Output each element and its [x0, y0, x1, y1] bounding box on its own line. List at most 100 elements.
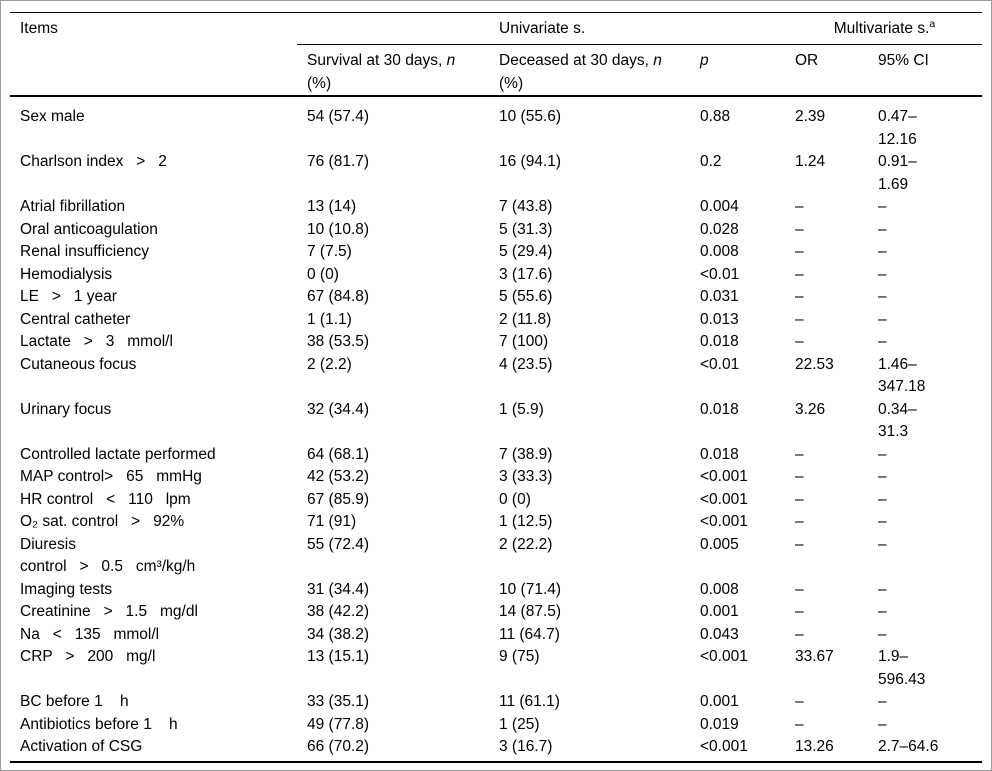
cell-odds-ratio: –	[795, 490, 804, 508]
cell-odds-ratio: 22.53	[795, 355, 834, 373]
cell-item-label: Controlled lactate performed	[20, 445, 216, 463]
cell-survival-n: 1 (1.1)	[307, 310, 352, 328]
cell-p-value: 0.043	[700, 625, 739, 643]
cell-odds-ratio: –	[795, 715, 804, 733]
col-header-p-value: p	[690, 44, 785, 97]
table-row: MAP control> 65 mmHg 42 (53.2) 3 (33.3) …	[10, 466, 982, 489]
cell-p-value: 0.018	[700, 333, 739, 350]
cell-p-value: 0.028	[700, 220, 739, 238]
cell-odds-ratio: –	[795, 310, 804, 328]
table-row: Central catheter 1 (1.1) 2 (11.8) 0.013 …	[10, 309, 982, 332]
table-row: CRP > 200 mg/l 13 (15.1) 9 (75) <0.001 3…	[10, 646, 982, 691]
cell-survival-n: 38 (53.5)	[307, 333, 370, 350]
cell-item-label: Hemodialysis	[20, 265, 113, 283]
cell-p-value: <0.001	[700, 648, 748, 665]
cell-p-value: 0.008	[700, 580, 739, 598]
cell-confidence-interval: –	[878, 468, 887, 485]
cell-odds-ratio: –	[795, 198, 804, 215]
cell-survival-n: 10 (10.8)	[307, 220, 370, 238]
cell-deceased-n: 3 (33.3)	[499, 468, 553, 485]
cell-survival-n: 13 (15.1)	[307, 648, 370, 665]
cell-survival-n: 67 (85.9)	[307, 490, 370, 508]
cell-deceased-n: 11 (61.1)	[499, 693, 560, 710]
cell-odds-ratio: –	[795, 580, 804, 598]
cell-item-label: MAP control> 65 mmHg	[20, 468, 202, 485]
table-row: Antibiotics before 1 h 49 (77.8) 1 (25) …	[10, 714, 982, 737]
cell-confidence-interval: 0.91– 1.69	[878, 153, 917, 193]
cell-survival-n: 67 (84.8)	[307, 288, 370, 305]
cell-confidence-interval: –	[878, 715, 887, 733]
table-row: Creatinine > 1.5 mg/dl 38 (42.2) 14 (87.…	[10, 601, 982, 624]
cell-odds-ratio: –	[795, 288, 804, 305]
cell-deceased-n: 1 (12.5)	[499, 513, 553, 530]
cell-odds-ratio: 13.26	[785, 736, 868, 763]
cell-p-value: 0.001	[700, 693, 739, 710]
cell-p-value: 0.018	[700, 400, 739, 418]
table-row: Renal insufficiency 7 (7.5) 5 (29.4) 0.0…	[10, 241, 982, 264]
cell-p-value: 0.008	[700, 243, 739, 260]
table-row: Charlson index > 2 76 (81.7) 16 (94.1) 0…	[10, 151, 982, 196]
cell-deceased-n: 4 (23.5)	[499, 355, 553, 373]
cell-confidence-interval: 0.34– 31.3	[878, 400, 917, 441]
cell-confidence-interval: –	[878, 513, 887, 530]
cell-confidence-interval: –	[878, 265, 887, 283]
table-header: Items Univariate s. Multivariate s.a Sur…	[10, 12, 982, 97]
cell-item-label: Creatinine > 1.5 mg/dl	[20, 603, 198, 620]
cell-odds-ratio: –	[795, 603, 804, 620]
cell-p-value: 0.88	[700, 108, 731, 125]
table-row: HR control < 110 lpm 67 (85.9) 0 (0) <0.…	[10, 489, 982, 512]
table-row: Imaging tests 31 (34.4) 10 (71.4) 0.008 …	[10, 579, 982, 602]
table-row: BC before 1 h 33 (35.1) 11 (61.1) 0.001 …	[10, 691, 982, 714]
cell-deceased-n: 0 (0)	[499, 490, 531, 508]
cell-p-value: 0.031	[700, 288, 739, 305]
table-row: LE > 1 year 67 (84.8) 5 (55.6) 0.031 – –	[10, 286, 982, 309]
cell-survival-n: 54 (57.4)	[307, 108, 370, 125]
cell-p-value: 0.2	[700, 153, 722, 170]
cell-item-label: Sex male	[20, 108, 85, 125]
cell-deceased-n: 1 (5.9)	[499, 400, 544, 418]
cell-survival-n: 33 (35.1)	[307, 693, 370, 710]
cell-confidence-interval: –	[878, 693, 887, 710]
cell-deceased-n: 5 (55.6)	[499, 288, 553, 305]
cell-survival-n: 0 (0)	[307, 265, 339, 283]
cell-confidence-interval: –	[878, 198, 887, 215]
cell-item-label: BC before 1 h	[20, 693, 129, 710]
cell-p-value: <0.01	[700, 355, 740, 373]
cell-survival-n: 7 (7.5)	[307, 243, 352, 260]
group-header-row: Items Univariate s. Multivariate s.a	[10, 12, 982, 97]
cell-odds-ratio: –	[795, 535, 804, 553]
cell-deceased-n: 5 (31.3)	[499, 220, 553, 238]
cell-item-label: CRP > 200 mg/l	[20, 648, 156, 665]
col-header-or: OR	[785, 44, 868, 97]
cell-odds-ratio: –	[795, 220, 804, 238]
col-header-items: Items	[10, 12, 297, 97]
cell-odds-ratio: 3.26	[795, 400, 826, 418]
cell-confidence-interval: 1.9– 596.43	[878, 648, 926, 688]
table-row: Urinary focus 32 (34.4) 1 (5.9) 0.018 3.…	[10, 399, 982, 444]
cell-survival-n: 76 (81.7)	[307, 153, 370, 170]
cell-odds-ratio: –	[795, 625, 804, 643]
table-row: Diuresis control > 0.5 cm³/kg/h 55 (72.4…	[10, 534, 982, 579]
cell-p-value: <0.001	[700, 513, 748, 530]
cell-p-value: 0.018	[700, 445, 739, 463]
cell-odds-ratio: –	[795, 445, 804, 463]
cell-survival-n: 71 (91)	[307, 513, 357, 530]
table-body: Sex male 54 (57.4) 10 (55.6) 0.88 2.39 0…	[10, 96, 982, 763]
cell-deceased-n: 3 (17.6)	[499, 265, 553, 283]
group-header-univariate: Univariate s.	[297, 12, 785, 45]
cell-confidence-interval: –	[878, 490, 887, 508]
cell-p-value: 0.001	[700, 603, 739, 620]
cell-deceased-n: 5 (29.4)	[499, 243, 553, 260]
cell-confidence-interval: –	[878, 535, 887, 553]
table-row: Sex male 54 (57.4) 10 (55.6) 0.88 2.39 0…	[10, 96, 982, 151]
col-header-95ci: 95% CI	[868, 44, 982, 97]
cell-deceased-n: 7 (100)	[499, 333, 549, 350]
results-table: Items Univariate s. Multivariate s.a Sur…	[10, 12, 982, 763]
cell-item-label: Lactate > 3 mmol/l	[20, 333, 173, 350]
cell-odds-ratio: –	[795, 333, 804, 350]
cell-confidence-interval: –	[878, 333, 887, 350]
cell-p-value: 0.019	[700, 715, 739, 733]
cell-survival-n: 38 (42.2)	[307, 603, 370, 620]
cell-p-value: <0.001	[700, 490, 748, 508]
